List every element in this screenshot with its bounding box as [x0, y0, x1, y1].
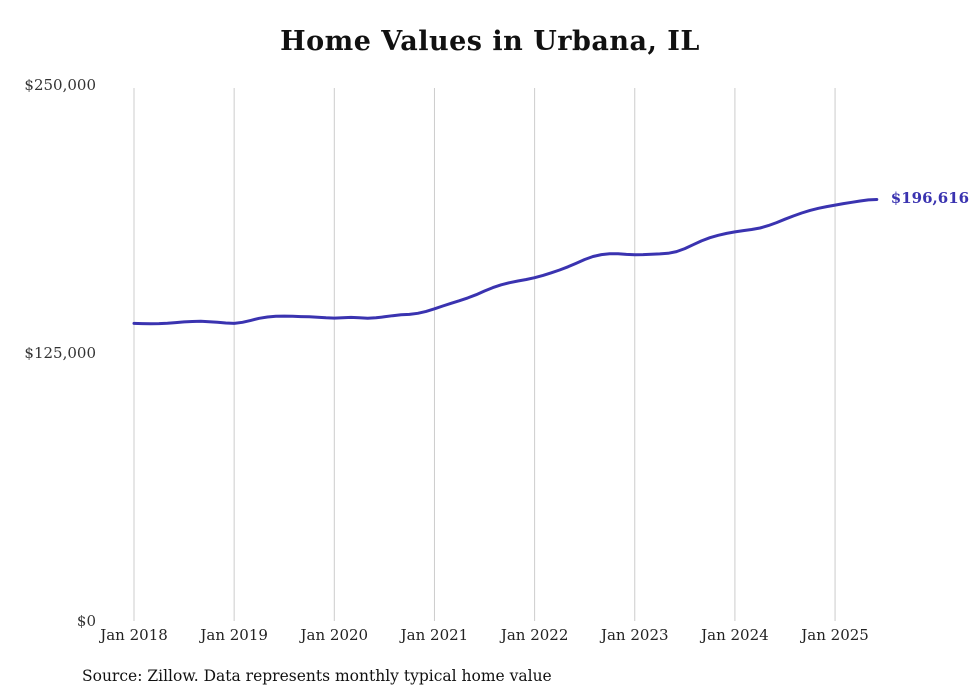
- y-axis-tick-label: $250,000: [24, 76, 96, 94]
- y-axis-tick-label: $125,000: [24, 344, 96, 362]
- x-axis-tick-label: Jan 2018: [100, 626, 168, 644]
- x-axis-tick-label: Jan 2019: [200, 626, 268, 644]
- source-note: Source: Zillow. Data represents monthly …: [82, 667, 552, 685]
- x-axis-tick-label: Jan 2024: [701, 626, 769, 644]
- x-axis-tick-label: Jan 2025: [801, 626, 869, 644]
- end-value-label: $196,616: [890, 189, 970, 208]
- x-axis-tick-label: Jan 2020: [300, 626, 369, 644]
- x-axis-tick-label: Jan 2022: [500, 626, 569, 644]
- y-axis-tick-label: $0: [76, 612, 96, 630]
- x-axis-tick-label: Jan 2021: [400, 626, 469, 644]
- chart-title: Home Values in Urbana, IL: [280, 26, 700, 57]
- x-axis-tick-label: Jan 2023: [600, 626, 669, 644]
- home-value-line: [132, 198, 879, 326]
